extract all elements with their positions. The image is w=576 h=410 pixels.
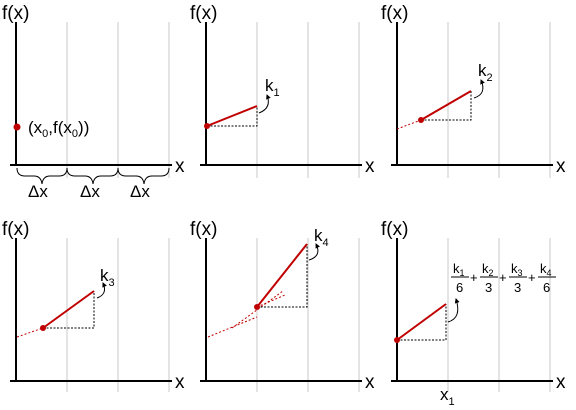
- x-label: x: [556, 156, 566, 177]
- svg-text:6: 6: [543, 280, 550, 295]
- grid-lines: [447, 22, 551, 178]
- slope-extension-b: [231, 290, 284, 329]
- k-label: k2: [478, 61, 493, 84]
- x-label: x: [175, 156, 185, 177]
- grid-lines: [256, 238, 360, 392]
- x1-label: x1: [440, 385, 455, 405]
- slope-extension: [16, 327, 44, 338]
- endpoint: [254, 304, 260, 310]
- svg-text:k2: k2: [482, 261, 494, 278]
- plus-sign: +: [528, 270, 536, 285]
- f-label: f(x): [2, 3, 29, 24]
- panel-1: f(x) x (x0,f(x0)) Δx Δx Δx: [2, 3, 185, 201]
- panel-4: f(x) x k3: [2, 219, 185, 393]
- slope-segment-k1: [206, 105, 258, 127]
- x-label: x: [175, 372, 185, 393]
- slope-triangle: [421, 91, 472, 121]
- midpoint: [40, 325, 46, 331]
- k-label: k3: [100, 266, 115, 289]
- formula-term-2: k2 3: [480, 261, 498, 295]
- slope-extension-a: [207, 316, 258, 338]
- svg-text:6: 6: [456, 280, 463, 295]
- grid-lines: [66, 238, 170, 392]
- slope-extension-c: [256, 294, 286, 308]
- k-arrow: [308, 243, 321, 261]
- formula-arrow: [447, 298, 460, 323]
- plus-sign: +: [499, 270, 507, 285]
- k-arrow: [473, 79, 485, 99]
- f-label: f(x): [381, 219, 408, 240]
- initial-point: [13, 123, 21, 131]
- rk4-formula: k1 6 + k2 3 + k3 3 + k4 6: [451, 261, 556, 295]
- svg-text:k3: k3: [511, 261, 523, 278]
- x-label: x: [556, 372, 566, 393]
- k-label: k1: [265, 76, 280, 99]
- brace-3: [117, 167, 170, 185]
- panel-2: f(x) x k1: [190, 3, 375, 178]
- delta-x-label-2: Δx: [80, 182, 100, 201]
- initial-point-label: (x0,f(x0)): [28, 118, 89, 140]
- brace-1: [16, 167, 68, 185]
- brace-2: [66, 167, 119, 185]
- f-label: f(x): [190, 219, 217, 240]
- weighted-average-segment: [396, 303, 447, 341]
- slope-triangle: [257, 244, 308, 308]
- f-label: f(x): [2, 219, 29, 240]
- slope-segment-k2: [420, 90, 472, 121]
- plus-sign: +: [470, 270, 478, 285]
- formula-term-4: k4 6: [538, 261, 556, 295]
- panel-6: f(x) x x1 k1 6 + k2 3 + k3 3: [381, 219, 566, 408]
- f-label: f(x): [381, 3, 408, 24]
- panel-5: f(x) x k4: [190, 219, 375, 393]
- x-label: x: [365, 156, 375, 177]
- slope-segment-k3: [42, 290, 95, 329]
- start-point: [394, 337, 400, 343]
- k-arrow: [96, 282, 107, 299]
- slope-segment-k4: [256, 243, 308, 308]
- start-point: [204, 123, 210, 129]
- slope-triangle: [43, 291, 95, 329]
- grid-lines: [256, 22, 360, 178]
- svg-text:3: 3: [485, 280, 492, 295]
- slope-triangle: [397, 304, 447, 341]
- delta-x-label-3: Δx: [130, 182, 150, 201]
- k-label: k4: [314, 226, 329, 249]
- grid-lines: [447, 238, 551, 392]
- grid-lines: [66, 22, 170, 178]
- k-arrow: [258, 94, 271, 114]
- svg-text:k4: k4: [540, 261, 552, 278]
- formula-term-3: k3 3: [509, 261, 527, 295]
- svg-text:k1: k1: [453, 261, 465, 278]
- midpoint: [418, 117, 424, 123]
- delta-x-label-1: Δx: [28, 182, 48, 201]
- f-label: f(x): [190, 3, 217, 24]
- x-label: x: [365, 372, 375, 393]
- slope-triangle: [207, 106, 258, 127]
- panel-3: f(x) x k2: [381, 3, 566, 178]
- formula-term-1: k1 6: [451, 261, 469, 295]
- svg-text:3: 3: [514, 280, 521, 295]
- slope-extension: [396, 119, 422, 130]
